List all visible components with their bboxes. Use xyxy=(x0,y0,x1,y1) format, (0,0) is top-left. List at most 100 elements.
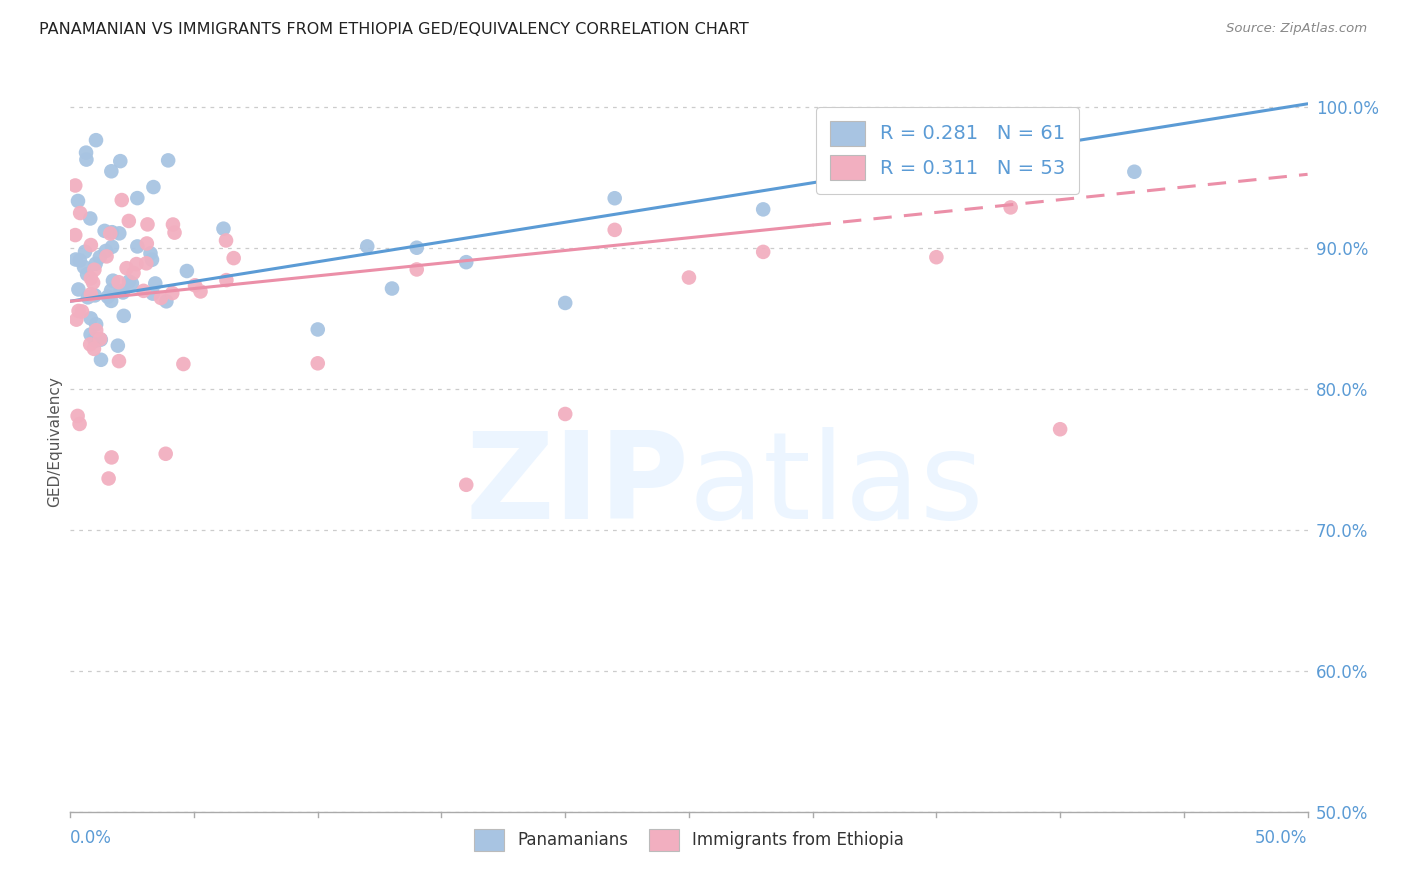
Point xyxy=(75,145,97,160)
Point xyxy=(89,332,111,346)
Point xyxy=(1000,201,1022,215)
Point xyxy=(1049,422,1071,436)
Point xyxy=(405,262,427,277)
Point xyxy=(176,264,198,278)
Point xyxy=(70,304,93,318)
Point xyxy=(752,244,775,259)
Point xyxy=(184,278,207,293)
Point xyxy=(98,227,121,241)
Point xyxy=(603,191,626,205)
Point xyxy=(83,342,105,356)
Point xyxy=(142,286,165,301)
Point xyxy=(83,288,105,302)
Point xyxy=(118,214,141,228)
Point xyxy=(149,291,172,305)
Point xyxy=(162,218,184,232)
Point xyxy=(132,284,155,298)
Point xyxy=(66,409,89,423)
Point xyxy=(80,287,103,301)
Point xyxy=(90,333,112,347)
Point xyxy=(94,244,117,258)
Point xyxy=(79,337,101,351)
Point xyxy=(83,262,105,277)
Text: atlas: atlas xyxy=(689,427,984,544)
Point xyxy=(107,338,129,352)
Text: ZIP: ZIP xyxy=(465,427,689,544)
Point xyxy=(80,271,103,285)
Point xyxy=(101,274,124,288)
Point xyxy=(84,257,107,271)
Point xyxy=(90,352,112,367)
Point xyxy=(456,477,478,491)
Point xyxy=(118,275,141,289)
Point xyxy=(190,285,212,299)
Point xyxy=(678,270,700,285)
Point xyxy=(82,276,104,290)
Point xyxy=(73,244,96,259)
Point xyxy=(101,240,124,254)
Point xyxy=(121,277,143,291)
Point xyxy=(135,256,157,270)
Point xyxy=(75,153,97,167)
Point xyxy=(76,290,98,304)
Point xyxy=(141,252,163,267)
Point xyxy=(80,238,103,252)
Point xyxy=(925,250,948,264)
Point xyxy=(307,322,329,336)
Y-axis label: GED/Equivalency: GED/Equivalency xyxy=(46,376,62,507)
Point xyxy=(111,285,134,300)
Point xyxy=(122,266,145,280)
Point xyxy=(127,239,149,253)
Point xyxy=(1123,165,1146,179)
Point xyxy=(101,225,124,239)
Point xyxy=(79,327,101,342)
Point xyxy=(215,234,238,248)
Point xyxy=(79,211,101,226)
Point xyxy=(69,206,91,220)
Point xyxy=(142,180,165,194)
Point xyxy=(157,153,180,168)
Point xyxy=(84,323,107,337)
Point xyxy=(107,275,129,289)
Point xyxy=(125,257,148,271)
Point xyxy=(80,311,103,326)
Point xyxy=(83,332,105,346)
Point xyxy=(136,218,159,232)
Point xyxy=(65,312,87,326)
Point xyxy=(752,202,775,217)
Point xyxy=(155,294,177,309)
Point xyxy=(115,261,138,276)
Point xyxy=(89,250,111,264)
Point xyxy=(84,334,107,348)
Point xyxy=(100,450,122,465)
Point xyxy=(100,284,122,298)
Point xyxy=(97,290,120,304)
Point xyxy=(65,252,87,267)
Point xyxy=(215,273,238,287)
Point xyxy=(110,284,132,298)
Point xyxy=(69,253,91,268)
Point xyxy=(73,260,96,274)
Point xyxy=(456,255,478,269)
Point xyxy=(108,354,131,368)
Point xyxy=(100,164,122,178)
Point xyxy=(554,296,576,310)
Point xyxy=(1000,159,1022,173)
Point xyxy=(67,304,90,318)
Point xyxy=(155,447,177,461)
Text: Source: ZipAtlas.com: Source: ZipAtlas.com xyxy=(1226,22,1367,36)
Point xyxy=(84,318,107,332)
Point xyxy=(65,178,87,193)
Point xyxy=(405,241,427,255)
Point xyxy=(76,267,98,281)
Point xyxy=(876,161,898,175)
Point xyxy=(139,246,162,260)
Text: 0.0%: 0.0% xyxy=(70,829,112,847)
Point xyxy=(67,282,90,296)
Point xyxy=(554,407,576,421)
Point xyxy=(112,309,135,323)
Point xyxy=(111,193,134,207)
Point xyxy=(162,286,184,301)
Point xyxy=(307,356,329,370)
Point xyxy=(110,154,132,169)
